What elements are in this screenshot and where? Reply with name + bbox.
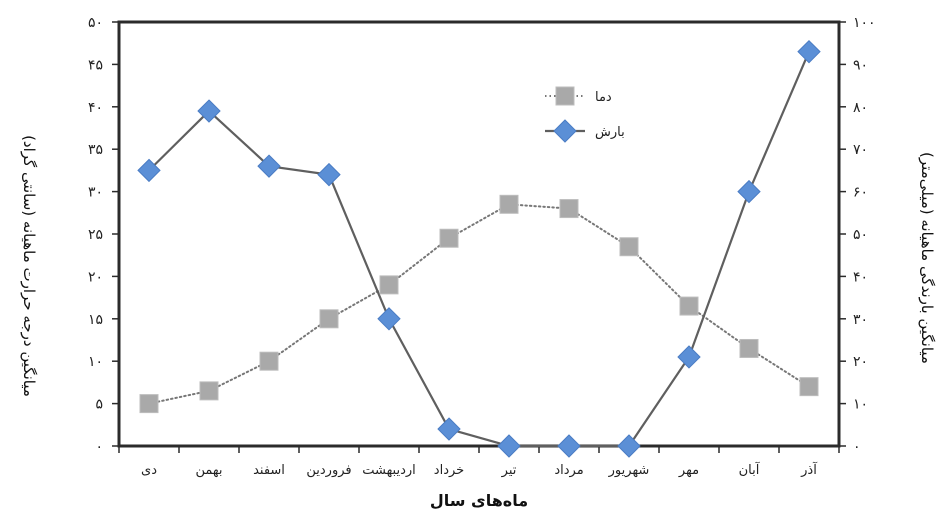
temperature-point [799,377,819,397]
right-axis: ۰ ۱۰ ۲۰ ۳۰ ۴۰ ۵۰ ۶۰ ۷۰ ۸۰ ۹۰ ۱۰۰ [839,15,876,455]
category-label: آبان [739,461,761,478]
temperature-point [739,338,759,358]
legend-rainfall-label: بارش [595,125,625,140]
legend-temperature-label: دما [595,90,612,105]
right-tick-label: ۱۰ [853,397,868,413]
temperature-point [619,237,639,257]
left-tick-label: ۰ [95,439,103,455]
left-tick-label: ۵ [95,397,103,413]
rainfall-point [497,434,521,458]
rainfall-point [617,434,641,458]
rainfall-point [557,434,581,458]
right-tick-label: ۹۰ [853,57,868,73]
legend-temperature-marker [555,86,575,106]
left-tick-label: ۳۰ [88,185,103,201]
category-label: شهریور [608,463,650,478]
category-label: اسفند [253,463,285,478]
category-label: مهر [678,463,699,478]
left-tick-label: ۳۵ [88,142,103,158]
temperature-series-line [148,203,810,405]
category-label: تیر [501,463,517,478]
left-tick-label: ۵۰ [88,15,103,31]
category-label: اردیبهشت [362,463,416,478]
legend-rainfall-marker [553,119,577,143]
category-label: خرداد [434,463,464,478]
temperature-point [199,381,219,401]
right-tick-label: ۵۰ [853,227,868,243]
rainfall-point [437,417,461,441]
temperature-point [439,228,459,248]
left-tick-label: ۱۵ [88,312,103,328]
temperature-point [139,394,159,414]
rainfall-point [377,307,401,331]
category-label: فروردین [306,463,351,478]
x-axis: دی بهمن اسفند فروردین اردیبهشت خرداد تیر مرداد ش… [118,446,840,478]
right-tick-label: ۸۰ [853,100,868,116]
rainfall-point [797,39,821,64]
right-tick-label: ۲۰ [853,354,868,370]
category-label: آذر [800,461,818,478]
right-tick-label: ۳۰ [853,312,868,328]
rainfall-point [677,345,701,369]
right-tick-label: ۶۰ [853,185,868,201]
series-layer [137,39,821,458]
left-axis-title: میانگین درجه حرارت ماهیانه (سانتی گراد) [20,135,38,397]
category-label: بهمن [195,463,222,478]
rainfall-point [317,162,341,187]
right-axis-title: میانگین بارندگی ماهیانه (میلی‌متر) [918,152,936,364]
rainfall-point [737,179,761,204]
right-tick-label: ۷۰ [853,142,868,158]
temperature-point [499,194,519,214]
left-tick-label: ۴۰ [88,100,103,116]
x-axis-title: ماه‌های سال [430,491,528,510]
rainfall-point [197,99,221,123]
legend: دما بارش [545,86,625,143]
left-tick-label: ۲۰ [88,269,103,285]
right-tick-label: ۴۰ [853,269,868,285]
temperature-point [259,351,279,371]
rainfall-point [257,154,281,178]
left-tick-label: ۲۵ [88,227,103,243]
right-tick-label: ۰ [853,439,861,455]
temperature-point [319,309,339,329]
rainfall-series-line [148,51,811,448]
left-axis: ۰ ۵ ۱۰ ۱۵ ۲۰ ۲۵ ۳۰ ۳۵ ۴۰ ۴۵ ۵۰ [88,15,119,455]
temperature-point [679,296,699,316]
category-label: دی [141,463,157,478]
right-tick-label: ۱۰۰ [853,15,876,31]
category-label: مرداد [554,463,583,478]
left-tick-label: ۴۵ [88,57,103,73]
temperature-point [379,275,399,295]
temperature-point [559,199,579,219]
left-tick-label: ۱۰ [88,354,103,370]
rainfall-point [137,158,161,183]
